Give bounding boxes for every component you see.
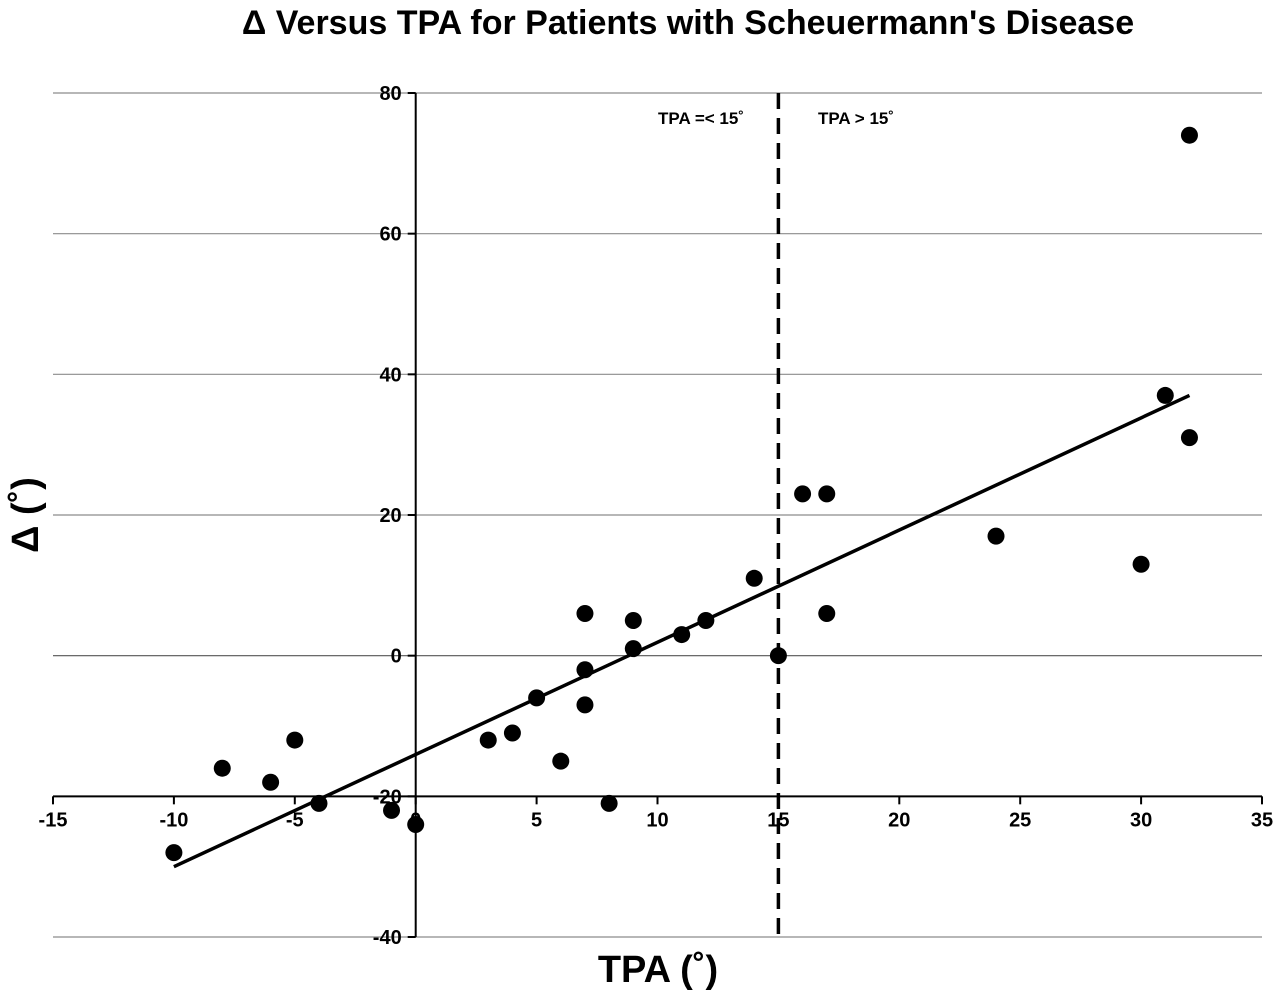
y-tick-label: 80 [379,83,401,105]
data-point [286,731,304,749]
x-tick-label: 15 [767,809,789,831]
data-point [576,604,594,622]
x-tick-label: 20 [888,809,910,831]
data-point [1156,386,1174,404]
data-point [818,485,836,503]
x-tick-label: -5 [286,809,304,831]
x-tick-label: -10 [159,809,188,831]
y-tick-label: 40 [379,364,401,386]
data-point [1180,429,1198,447]
x-tick-label: 0 [410,809,421,831]
y-tick-label: -40 [373,927,402,949]
data-point [552,752,570,770]
data-point [310,794,328,812]
data-point [673,626,691,644]
y-tick-label: -20 [373,786,402,808]
data-point [794,485,812,503]
data-point [624,640,642,658]
x-tick-label: 10 [646,809,668,831]
x-tick-label: 5 [531,809,542,831]
data-point [624,612,642,629]
data-point [576,661,594,679]
x-tick-label: 25 [1009,809,1031,831]
data-point [479,731,497,749]
data-point [745,569,763,587]
axes [52,92,1263,938]
annotation-right: TPA > 15˚ [818,109,894,128]
y-tick-label: 0 [391,646,402,668]
x-tick-label: -15 [39,809,68,831]
data-point [769,647,787,665]
annotation-left: TPA =< 15˚ [658,109,744,128]
data-point [383,801,401,819]
data-points [165,126,1198,862]
data-point [262,773,280,791]
tick-labels: -15 -10 -5 0 5 10 15 20 25 30 35 -40 -20 0 20 40 60 80 [39,83,1274,949]
x-tick-label: 35 [1251,809,1273,831]
data-point [213,759,231,777]
data-point [576,696,594,714]
data-point [1180,126,1198,144]
chart-title: Δ Versus TPA for Patients with Scheuerma… [242,4,1134,42]
data-point [987,527,1005,545]
data-point [1132,555,1150,573]
y-tick-label: 20 [379,505,401,527]
x-axis-title: TPA (˚) [598,949,718,991]
y-axis-title: Δ (˚) [5,477,47,553]
data-point [407,815,425,833]
data-point [818,604,836,622]
data-point [697,612,715,629]
data-point [165,844,183,862]
data-point [528,689,546,707]
y-tick-label: 60 [379,224,401,246]
x-tick-label: 30 [1130,809,1152,831]
data-point [600,794,618,812]
data-point [503,724,521,742]
